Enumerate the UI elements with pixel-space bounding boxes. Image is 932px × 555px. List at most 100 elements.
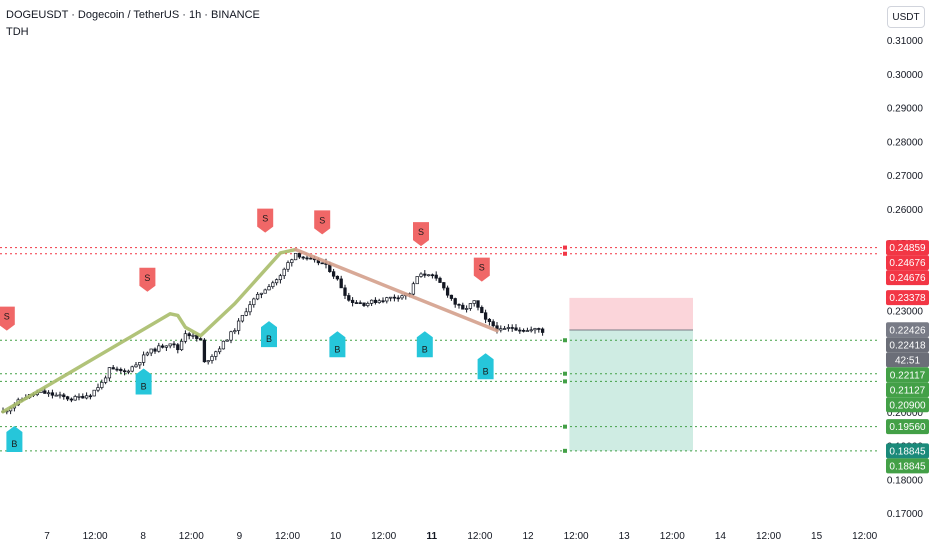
level-anchor[interactable] — [563, 245, 567, 250]
candle[interactable] — [252, 298, 256, 306]
candle[interactable] — [392, 296, 397, 299]
candle[interactable] — [134, 364, 138, 368]
down-trend-line[interactable] — [293, 247, 499, 333]
candle[interactable] — [107, 367, 112, 379]
candle[interactable] — [461, 304, 465, 310]
candle[interactable] — [533, 328, 537, 331]
candle[interactable] — [221, 340, 226, 350]
candle[interactable] — [225, 339, 229, 342]
candle[interactable] — [350, 299, 355, 303]
candle[interactable] — [141, 354, 146, 363]
candle[interactable] — [457, 303, 461, 306]
candle[interactable] — [122, 370, 127, 373]
indicator-name[interactable]: TDH — [6, 26, 29, 38]
candle[interactable] — [50, 392, 55, 396]
sell-signal-marker[interactable] — [139, 267, 156, 292]
candle[interactable] — [483, 312, 488, 320]
candle[interactable] — [381, 300, 385, 303]
candle[interactable] — [506, 327, 511, 329]
candle[interactable] — [331, 271, 336, 277]
candle[interactable] — [149, 348, 153, 354]
candle[interactable] — [267, 286, 271, 291]
candle[interactable] — [157, 345, 161, 352]
candle[interactable] — [320, 262, 324, 265]
candle[interactable] — [518, 329, 522, 332]
candle[interactable] — [111, 367, 115, 370]
candle[interactable] — [229, 331, 233, 341]
candle[interactable] — [145, 352, 150, 356]
candle[interactable] — [100, 381, 104, 388]
candle[interactable] — [419, 273, 423, 277]
sell-signal-marker[interactable] — [473, 257, 490, 282]
candle[interactable] — [191, 334, 195, 337]
candle[interactable] — [480, 306, 484, 314]
level-anchor[interactable] — [563, 371, 567, 376]
candle[interactable] — [69, 398, 74, 401]
candle[interactable] — [290, 259, 294, 263]
up-trend-line[interactable] — [1, 247, 298, 414]
candle[interactable] — [499, 328, 503, 331]
candle[interactable] — [354, 302, 359, 304]
candle[interactable] — [240, 314, 245, 322]
candle[interactable] — [373, 299, 378, 303]
candle[interactable] — [179, 340, 184, 351]
candle[interactable] — [434, 274, 438, 279]
candle[interactable] — [464, 308, 469, 310]
candle[interactable] — [335, 275, 340, 280]
candle[interactable] — [88, 395, 93, 398]
candle[interactable] — [255, 293, 260, 300]
candle[interactable] — [233, 330, 237, 333]
buy-signal-marker[interactable] — [6, 425, 23, 452]
candle[interactable] — [388, 296, 393, 299]
candle[interactable] — [540, 328, 545, 333]
candle[interactable] — [77, 395, 81, 398]
buy-signal-marker[interactable] — [329, 331, 346, 358]
candle[interactable] — [487, 318, 492, 322]
candle[interactable] — [187, 333, 191, 337]
candle[interactable] — [130, 366, 134, 372]
level-anchor[interactable] — [563, 379, 567, 384]
candle[interactable] — [442, 282, 446, 289]
buy-signal-marker[interactable] — [261, 321, 277, 348]
sell-signal-marker[interactable] — [314, 210, 331, 235]
candle[interactable] — [369, 299, 374, 304]
candle[interactable] — [138, 362, 142, 366]
candle[interactable] — [400, 295, 404, 299]
candle[interactable] — [168, 343, 172, 347]
candle[interactable] — [297, 252, 302, 258]
candle[interactable] — [198, 338, 203, 341]
candle[interactable] — [248, 304, 252, 313]
level-anchor[interactable] — [563, 424, 567, 429]
candle[interactable] — [529, 329, 533, 332]
candle[interactable] — [153, 348, 157, 352]
candle[interactable] — [115, 368, 119, 371]
candle[interactable] — [411, 283, 416, 295]
candle[interactable] — [426, 274, 431, 277]
candle[interactable] — [396, 297, 400, 300]
candle[interactable] — [236, 320, 241, 331]
candle[interactable] — [445, 287, 450, 296]
candle[interactable] — [362, 302, 366, 306]
candle[interactable] — [73, 396, 77, 401]
candle[interactable] — [305, 257, 309, 260]
candle[interactable] — [339, 278, 343, 289]
candle[interactable] — [271, 282, 275, 288]
candle[interactable] — [521, 329, 526, 332]
stop-loss-zone[interactable] — [569, 297, 693, 331]
candle[interactable] — [81, 395, 85, 399]
candle[interactable] — [377, 300, 381, 303]
candle[interactable] — [84, 395, 89, 399]
candle[interactable] — [358, 302, 362, 305]
candle[interactable] — [537, 328, 541, 330]
candle[interactable] — [214, 351, 218, 357]
candle[interactable] — [449, 294, 454, 299]
candle[interactable] — [202, 339, 207, 363]
candle[interactable] — [468, 303, 473, 309]
take-profit-zone[interactable] — [569, 330, 693, 451]
sell-signal-marker[interactable] — [413, 222, 429, 247]
candle[interactable] — [476, 300, 480, 308]
currency-button[interactable]: USDT — [887, 6, 925, 28]
candle[interactable] — [54, 394, 58, 397]
sell-signal-marker[interactable] — [257, 208, 274, 233]
